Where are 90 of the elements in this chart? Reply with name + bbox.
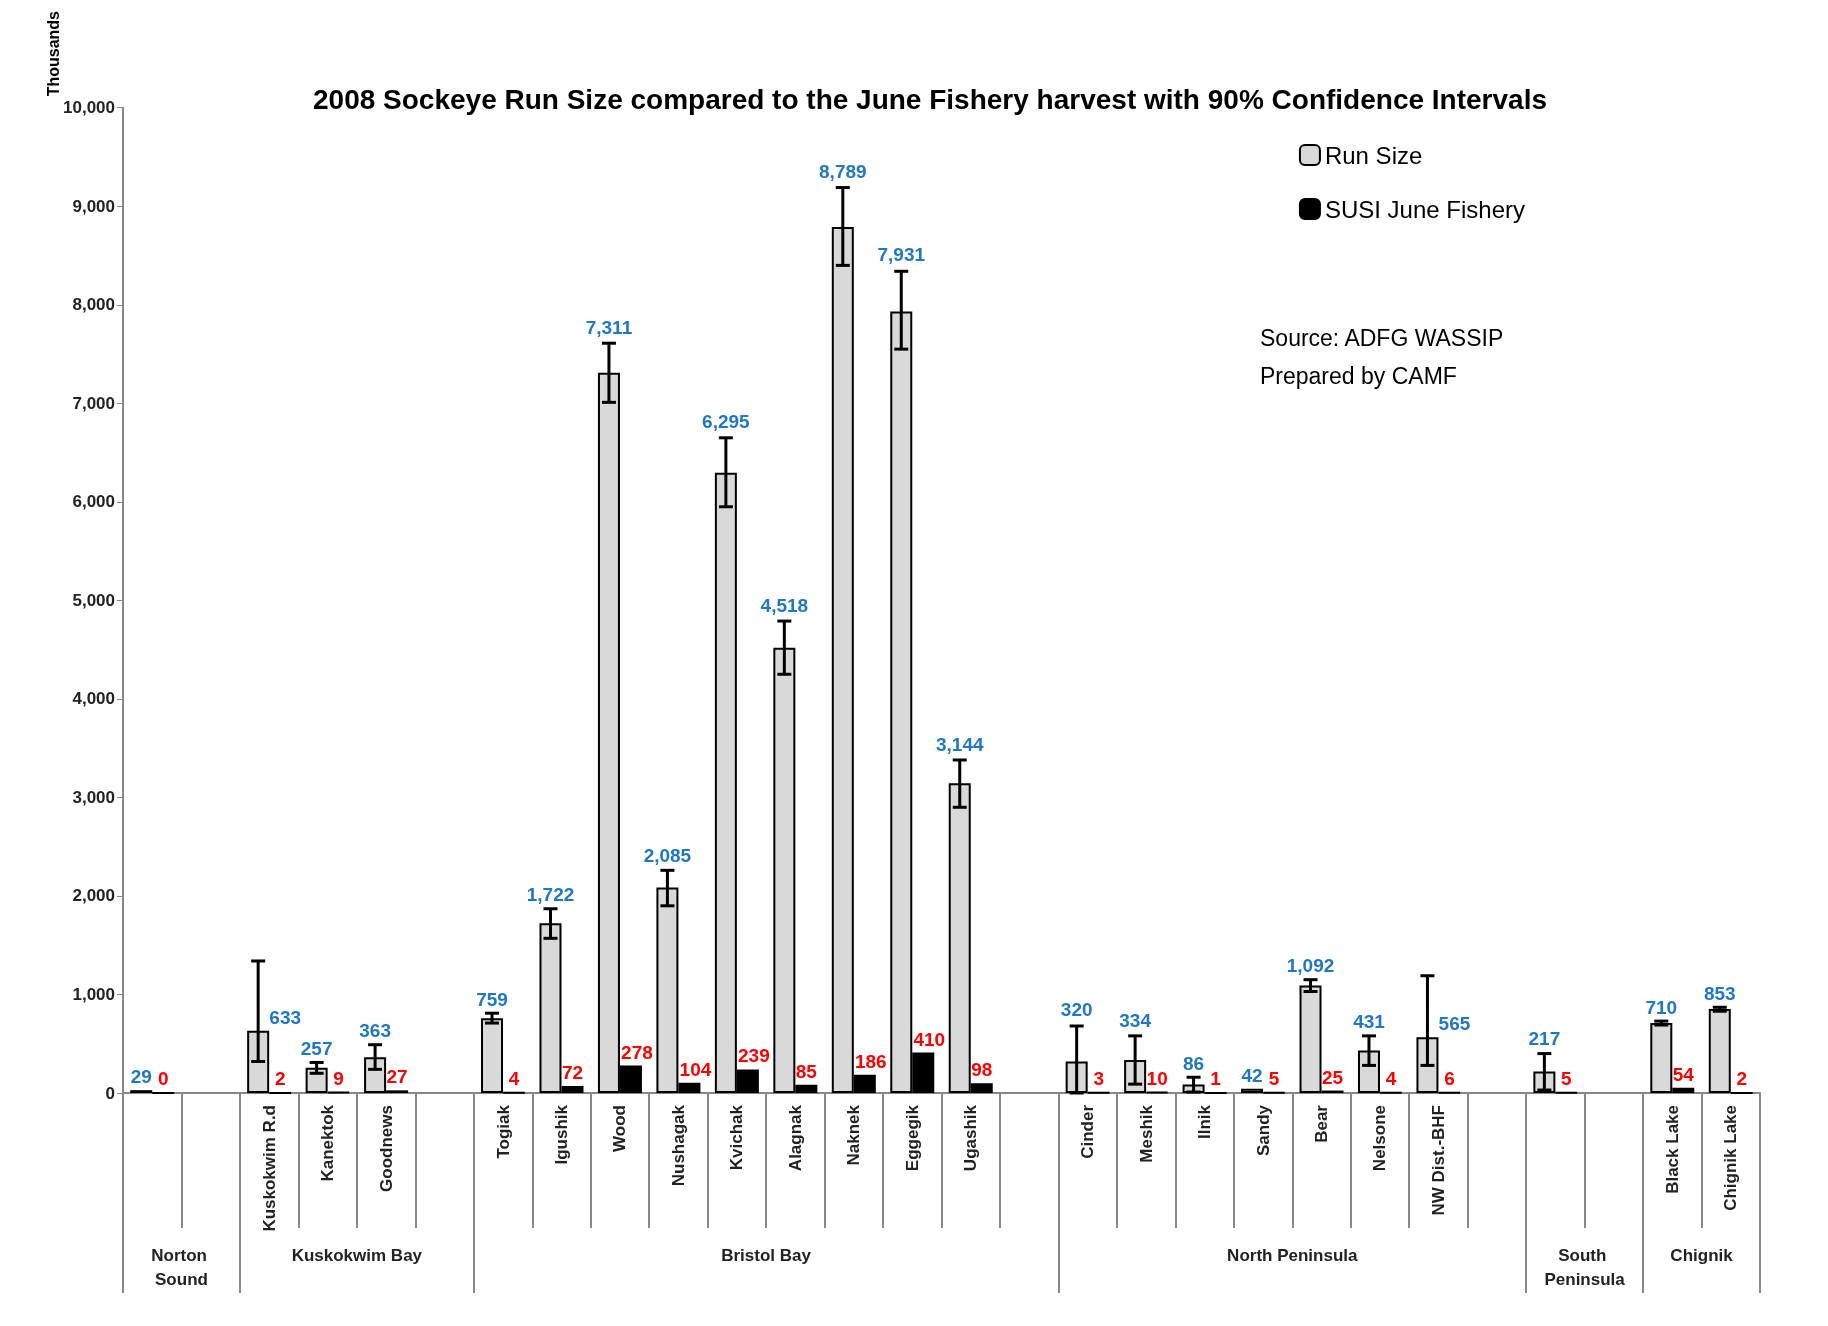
data-label: 4 <box>508 1067 520 1089</box>
data-label: 334 <box>1119 1010 1152 1032</box>
data-label: 2 <box>1736 1067 1748 1089</box>
data-label: 853 <box>1703 983 1736 1005</box>
data-label: 8,789 <box>819 160 867 182</box>
x-tick-label: Goodnews <box>376 1105 396 1192</box>
y-tick-label: 10,000 <box>63 98 115 118</box>
x-tick-label: Meshik <box>1136 1104 1156 1163</box>
y-tick-label: 3,000 <box>72 787 115 807</box>
x-tick-label: Nelsone <box>1370 1105 1390 1172</box>
data-label: 25 <box>1321 1066 1344 1088</box>
annotation: Source: ADFG WASSIP <box>1260 324 1504 351</box>
data-label: 1 <box>1210 1067 1222 1089</box>
data-label: 10 <box>1146 1067 1168 1089</box>
x-tick-label: Sandy <box>1253 1104 1273 1157</box>
annotation: Prepared by CAMF <box>1260 362 1457 389</box>
data-label: 0 <box>157 1068 169 1089</box>
data-label: 217 <box>1528 1028 1561 1050</box>
data-label: 54 <box>1672 1063 1695 1085</box>
data-label: 431 <box>1353 1010 1386 1032</box>
text: Norton Sound <box>151 1245 212 1289</box>
data-label: 1,722 <box>526 883 575 905</box>
data-label: 6 <box>1444 1067 1455 1089</box>
x-tick-label: Kvichak <box>727 1104 747 1171</box>
data-label: 29 <box>130 1066 152 1088</box>
chart-title: 2008 Sockeye Run Size compared to the June Fishery harvest with 90% Confidence Intervals <box>313 83 1547 115</box>
data-label: 85 <box>795 1060 818 1082</box>
data-label: 27 <box>386 1066 408 1088</box>
text: Chignik <box>1670 1245 1734 1265</box>
x-tick-label: Nushagak <box>668 1104 688 1187</box>
data-label: 86 <box>1183 1052 1205 1074</box>
x-tick-label: Ilnik <box>1195 1104 1215 1140</box>
y-tick-label: 7,000 <box>72 393 115 413</box>
data-label: 320 <box>1060 999 1093 1021</box>
data-label: 4 <box>1385 1067 1397 1089</box>
x-tick-label: Cinder <box>1078 1104 1098 1159</box>
y-tick-label: 6,000 <box>72 492 115 512</box>
x-tick-label: Chignik Lake <box>1721 1105 1741 1211</box>
x-tick-label: Alagnak <box>785 1104 805 1172</box>
data-label: 410 <box>913 1028 946 1050</box>
text: North Peninsula <box>1227 1245 1358 1265</box>
data-label: 9 <box>333 1067 344 1089</box>
text: South Peninsula <box>1544 1245 1626 1289</box>
data-label: 186 <box>854 1050 887 1072</box>
data-label: 6,295 <box>702 411 751 433</box>
data-label: 72 <box>561 1061 584 1083</box>
x-tick-label: Ugashik <box>961 1104 981 1172</box>
data-label: 759 <box>476 988 508 1010</box>
y-tick-label: 1,000 <box>72 984 115 1004</box>
y-tick-label: 5,000 <box>72 590 115 610</box>
data-label: 5 <box>1268 1067 1280 1089</box>
data-label: 3 <box>1093 1067 1104 1089</box>
y-tick-label: 0 <box>105 1083 115 1103</box>
data-label: 633 <box>269 1006 302 1028</box>
data-label: 5 <box>1561 1067 1573 1089</box>
x-tick-label: NW Dist.-BHF <box>1428 1105 1448 1216</box>
x-tick-label: Eggegik <box>902 1104 922 1172</box>
text: Bristol Bay <box>721 1245 812 1265</box>
x-tick-label: Wood <box>610 1105 630 1152</box>
x-tick-label: Togiak <box>493 1104 513 1159</box>
data-label: 710 <box>1645 996 1678 1018</box>
data-label: 239 <box>738 1045 770 1067</box>
x-tick-label: Kanektok <box>318 1104 338 1182</box>
data-label: 1,092 <box>1286 955 1335 977</box>
data-label: 565 <box>1438 1013 1471 1035</box>
y-tick-label: 8,000 <box>72 295 115 315</box>
data-label: 2,085 <box>643 845 692 867</box>
y-tick-label: 9,000 <box>72 196 115 216</box>
legend-label: Run Size <box>1324 141 1423 169</box>
y-tick-label: 2,000 <box>72 886 115 906</box>
data-label: 42 <box>1241 1064 1263 1086</box>
data-label: 3,144 <box>935 734 984 756</box>
x-tick-label: Bear <box>1312 1104 1332 1143</box>
data-label: 4,518 <box>760 595 809 617</box>
data-label: 7,931 <box>877 244 926 266</box>
data-label: 104 <box>679 1058 712 1080</box>
data-label: 98 <box>971 1059 993 1081</box>
data-label: 278 <box>621 1041 653 1063</box>
data-label: 363 <box>359 1019 391 1041</box>
x-tick-label: Igushik <box>551 1104 571 1165</box>
y-axis-title: Thousands <box>44 10 62 97</box>
legend-label: SUSI June Fishery <box>1324 195 1525 223</box>
data-label: 2 <box>274 1067 286 1089</box>
text: Kuskokwim Bay <box>291 1245 423 1265</box>
y-tick-label: 4,000 <box>72 689 115 709</box>
x-tick-label: Black Lake <box>1662 1105 1682 1194</box>
x-tick-label: Kuskokwim R.d <box>259 1105 279 1232</box>
data-label: 7,311 <box>585 317 633 339</box>
data-label: 257 <box>300 1038 333 1060</box>
x-tick-label: Naknek <box>844 1104 864 1166</box>
